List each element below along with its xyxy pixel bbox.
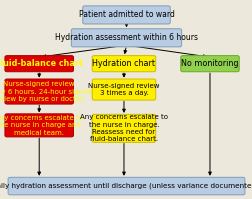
FancyBboxPatch shape [5,114,73,137]
FancyBboxPatch shape [8,177,244,195]
Text: Any concerns escalate to
the nurse in charge.
Reassess need for
fluid-balance ch: Any concerns escalate to the nurse in ch… [80,114,167,142]
FancyBboxPatch shape [71,29,181,47]
Text: Nurse-signed review
3 times a day.: Nurse-signed review 3 times a day. [88,83,159,96]
FancyBboxPatch shape [92,56,155,72]
FancyBboxPatch shape [92,79,155,100]
Text: Hydration assessment within 6 hours: Hydration assessment within 6 hours [55,33,197,42]
Text: Any concerns escalate to
the nurse in charge and
medical team.: Any concerns escalate to the nurse in ch… [0,115,83,136]
FancyBboxPatch shape [92,114,155,142]
Text: Nurse-signed review
every 6 hours. 24-hour signed
review by nurse or doctor.: Nurse-signed review every 6 hours. 24-ho… [0,81,92,102]
Text: Patient admitted to ward: Patient admitted to ward [78,10,174,20]
FancyBboxPatch shape [82,6,170,24]
FancyBboxPatch shape [180,56,238,72]
FancyBboxPatch shape [5,56,73,72]
FancyBboxPatch shape [5,79,73,104]
Text: Fluid-balance chart: Fluid-balance chart [0,59,83,68]
Text: Daily hydration assessment until discharge (unless variance documented).: Daily hydration assessment until dischar… [0,183,252,189]
Text: Hydration chart: Hydration chart [92,59,155,68]
Text: No monitoring: No monitoring [180,59,238,68]
